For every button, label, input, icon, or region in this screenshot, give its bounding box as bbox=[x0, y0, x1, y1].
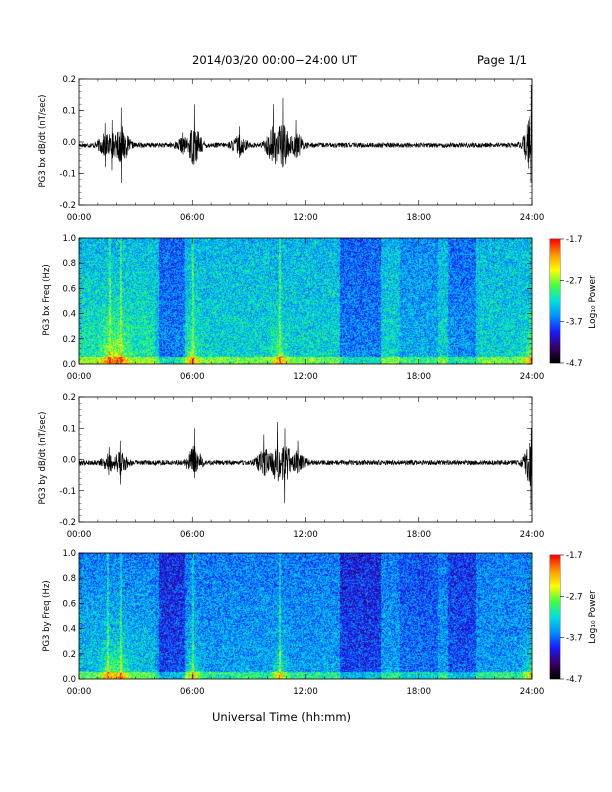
colorbar-tick-label: -2.7 bbox=[566, 276, 583, 286]
colorbar-tick-label: -1.7 bbox=[566, 551, 583, 561]
dbdt-trace bbox=[78, 85, 533, 183]
x-tick-label: 12:00 bbox=[293, 213, 318, 223]
x-tick-label: 24:00 bbox=[520, 687, 545, 697]
x-axis-label: Universal Time (hh:mm) bbox=[212, 710, 352, 724]
x-tick-label: 00:00 bbox=[67, 213, 92, 223]
date-range-title: 2014/03/20 00:00−24:00 UT bbox=[192, 53, 357, 67]
x-tick-label: 00:00 bbox=[67, 530, 92, 540]
y-tick-label: 0.8 bbox=[62, 259, 76, 269]
y-tick-label: -0.1 bbox=[59, 487, 76, 497]
page-number: Page 1/1 bbox=[477, 53, 528, 67]
y-tick-label: 0.4 bbox=[62, 310, 76, 320]
x-tick-label: 06:00 bbox=[180, 687, 205, 697]
y-tick-label: 0.6 bbox=[62, 284, 76, 294]
y-tick-label: 1.0 bbox=[62, 549, 76, 559]
x-tick-label: 00:00 bbox=[67, 687, 92, 697]
y-tick-label: -0.2 bbox=[59, 518, 76, 528]
y-tick-label: 0.1 bbox=[62, 424, 76, 434]
y-tick-label: 0.2 bbox=[62, 650, 76, 660]
by-colorbar-label: Log₁₀ Power bbox=[588, 590, 598, 644]
dbdt-trace bbox=[78, 421, 533, 510]
colorbar-tick-label: -1.7 bbox=[566, 235, 583, 245]
y-tick-label: 0.1 bbox=[62, 107, 76, 117]
x-tick-label: 12:00 bbox=[293, 530, 318, 540]
y-tick-label: 0.2 bbox=[62, 393, 76, 403]
x-tick-label: 24:00 bbox=[520, 213, 545, 223]
plot-frame bbox=[78, 552, 533, 680]
y-tick-label: -0.2 bbox=[59, 201, 76, 211]
y-tick-label: 0.2 bbox=[62, 75, 76, 85]
x-tick-label: 12:00 bbox=[293, 687, 318, 697]
colorbar-tick-label: -4.7 bbox=[566, 359, 583, 369]
x-tick-label: 18:00 bbox=[407, 372, 432, 382]
bx-colorbar bbox=[550, 239, 560, 363]
x-tick-label: 18:00 bbox=[407, 687, 432, 697]
y-tick-label: 0.8 bbox=[62, 574, 76, 584]
x-tick-label: 00:00 bbox=[67, 372, 92, 382]
y-tick-label: 0.0 bbox=[62, 456, 76, 466]
colorbar-tick-label: -4.7 bbox=[566, 675, 583, 685]
y-tick-label: 0.0 bbox=[62, 360, 76, 370]
x-tick-label: 12:00 bbox=[293, 372, 318, 382]
x-tick-label: 24:00 bbox=[520, 372, 545, 382]
colorbar-tick-label: -2.7 bbox=[566, 592, 583, 602]
colorbar-tick-label: -3.7 bbox=[566, 634, 583, 644]
by-colorbar bbox=[550, 555, 560, 679]
bx-spectrogram bbox=[79, 238, 532, 364]
x-tick-label: 18:00 bbox=[407, 213, 432, 223]
y-tick-label: 0.4 bbox=[62, 625, 76, 635]
x-tick-label: 06:00 bbox=[180, 213, 205, 223]
y-tick-label: 0.0 bbox=[62, 138, 76, 148]
x-tick-label: 06:00 bbox=[180, 530, 205, 540]
y-tick-label: 1.0 bbox=[62, 234, 76, 244]
y-tick-label: 0.0 bbox=[62, 675, 76, 685]
y-tick-label: -0.1 bbox=[59, 170, 76, 180]
y-tick-label: 0.6 bbox=[62, 599, 76, 609]
x-tick-label: 18:00 bbox=[407, 530, 432, 540]
by-spectrogram bbox=[79, 553, 532, 679]
x-tick-label: 06:00 bbox=[180, 372, 205, 382]
y-tick-label: 0.2 bbox=[62, 335, 76, 345]
x-tick-label: 24:00 bbox=[520, 530, 545, 540]
colorbar-tick-label: -3.7 bbox=[566, 318, 583, 328]
